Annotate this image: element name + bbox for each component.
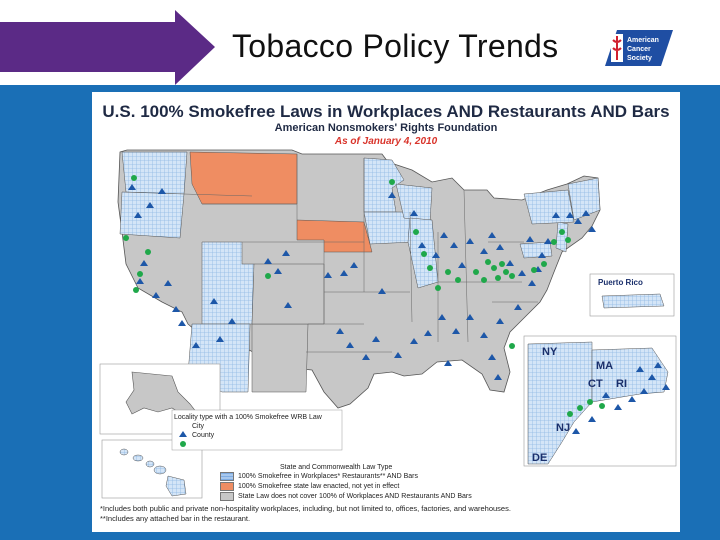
status-legend-title: State and Commonwealth Law Type <box>280 464 393 471</box>
acs-logo: American Cancer Society <box>605 30 673 66</box>
logo-line-1: American <box>627 37 659 44</box>
locality-legend-title: Locality type with a 100% Smokefree WRB … <box>174 414 322 421</box>
nj-label: NJ <box>556 422 571 434</box>
banner-arrow <box>0 10 215 85</box>
state-md <box>519 241 553 259</box>
ma-label: MA <box>596 360 614 372</box>
county-markers <box>123 175 571 349</box>
map-graphic <box>99 149 677 499</box>
state-hi <box>119 448 187 497</box>
legend-city-label: City <box>192 423 205 430</box>
locality-legend-box <box>171 409 343 451</box>
status-legend: State and Commonwealth Law Type 100% Smo… <box>220 464 472 502</box>
footnotes: *Includes both public and private non-ho… <box>100 504 511 524</box>
footnote-workplaces: *Includes both public and private non-ho… <box>100 504 511 513</box>
legend-county-label: County <box>192 432 215 439</box>
map-title: U.S. 100% Smokefree Laws in Workplaces A… <box>102 102 670 121</box>
de-label: DE <box>532 452 548 464</box>
legend-swatch-none <box>220 492 234 501</box>
territory-pr <box>601 293 665 309</box>
state-nm <box>251 323 309 393</box>
map-date: As of January 4, 2010 <box>334 136 438 147</box>
logo-line-3: Society <box>627 55 652 62</box>
map-subtitle: American Nonsmokers' Rights Foundation <box>274 122 498 134</box>
state-nj <box>555 221 569 253</box>
legend-swatch-enacted <box>220 482 234 491</box>
ri-label: RI <box>616 378 627 390</box>
logo-line-2: Cancer <box>627 46 651 53</box>
state-ny <box>523 189 575 225</box>
ny-label: NY <box>542 346 558 358</box>
puerto-rico-label: Puerto Rico <box>598 278 643 287</box>
smokefree-map: U.S. 100% Smokefree Laws in Workplaces A… <box>92 92 680 532</box>
legend-none-label: State Law does not cover 100% of Workpla… <box>238 493 472 500</box>
state-mt <box>189 151 298 205</box>
legend-smokefree-label: 100% Smokefree in Workplaces* Restaurant… <box>238 473 419 480</box>
legend-enacted-label: 100% Smokefree state law enacted, not ye… <box>238 483 400 490</box>
legend-county-marker <box>180 441 186 447</box>
city-markers <box>128 184 596 380</box>
northeast-markers <box>572 362 670 434</box>
state-ak <box>125 371 205 423</box>
ct-label: CT <box>588 378 603 390</box>
slide-title: Tobacco Policy Trends <box>232 28 559 64</box>
state-co <box>251 263 325 325</box>
footnote-bars: **Includes any attached bar in the resta… <box>100 514 251 523</box>
state-or <box>119 191 185 239</box>
legend-city-marker <box>179 431 187 437</box>
acs-logo-graphic: American Cancer Society <box>605 30 673 66</box>
locality-legend: Locality type with a 100% Smokefree WRB … <box>174 414 322 441</box>
northeast-county-markers <box>567 399 605 417</box>
legend-swatch-smokefree <box>220 472 234 481</box>
state-new-england <box>567 177 601 221</box>
